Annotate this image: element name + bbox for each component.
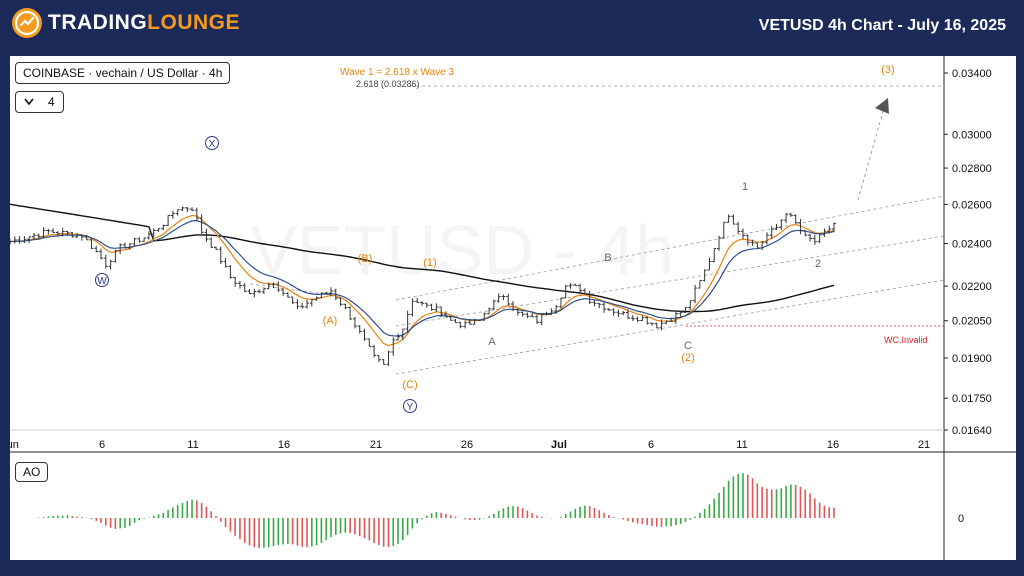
logo-text: TRADINGLOUNGE — [48, 11, 240, 35]
symbol-label[interactable]: COINBASE · vechain / US Dollar · 4h — [15, 62, 231, 84]
logo-icon — [12, 8, 42, 38]
wave-label: B — [604, 252, 611, 264]
interval-value: 4 — [48, 95, 55, 109]
time-tick-label: Jul — [551, 439, 567, 451]
chart-watermark: VETUSD - 4h — [250, 211, 674, 289]
price-tick-label: 0.02200 — [952, 281, 992, 293]
fib-level-label: 2.618 (0.03286) — [356, 79, 420, 89]
ao-indicator-label[interactable]: AO — [15, 462, 49, 482]
brand-logo: TRADINGLOUNGE — [12, 8, 240, 38]
wave-label: 1 — [742, 181, 748, 193]
upper-channel-line — [395, 195, 945, 301]
chart-title: VETUSD 4h Chart - July 16, 2025 — [758, 17, 1006, 34]
wave-label: (C) — [402, 379, 417, 391]
time-tick-label: 21 — [370, 439, 382, 451]
time-tick-label: 11 — [736, 439, 747, 451]
fib-ratio-label: Wave 1 = 2.618 x Wave 3 — [340, 67, 454, 78]
price-tick-label: 0.02400 — [952, 239, 992, 251]
wave-label: Y — [407, 402, 414, 413]
price-tick-label: 0.02800 — [952, 163, 992, 175]
time-tick-label: 11 — [187, 439, 198, 451]
wave-label: (3) — [881, 64, 894, 76]
time-tick-label: 16 — [278, 439, 290, 451]
header-bar: TRADINGLOUNGE VETUSD 4h Chart - July 16,… — [0, 0, 1024, 52]
wave-label: (1) — [423, 257, 436, 269]
time-tick-label: 26 — [461, 439, 473, 451]
wave-label: (B) — [358, 253, 373, 265]
ao-zero-label: 0 — [958, 513, 964, 525]
time-tick-label: 6 — [99, 439, 105, 451]
mid-channel-line — [395, 235, 945, 327]
price-tick-label: 0.01900 — [952, 353, 992, 365]
price-tick-label: 0.03400 — [952, 68, 992, 80]
wave-label: (2) — [681, 352, 694, 364]
invalidation-label: WC.Invalid — [884, 335, 928, 345]
price-tick-label: 0.02600 — [952, 199, 992, 211]
wave-label-circle — [403, 399, 417, 413]
price-tick-label: 0.01750 — [952, 393, 992, 405]
price-chart-svg[interactable]: VETUSD - 4h 0.03400 0.03000 0.02800 0.02600 0… — [10, 56, 1016, 560]
projection-arrow-head — [875, 98, 889, 114]
time-tick-label: Jun — [10, 439, 19, 451]
ma-long-line — [10, 203, 835, 313]
wave-label-circle — [205, 136, 219, 150]
wave-label: X — [209, 139, 216, 150]
projection-arrow-line — [857, 107, 885, 201]
ema-fast-line — [10, 219, 835, 337]
wave-label: W — [97, 276, 107, 287]
chevron-down-icon[interactable] — [24, 95, 34, 109]
price-tick-label: 0.03000 — [952, 129, 992, 141]
price-tick-label: 0.01640 — [952, 425, 992, 437]
chart-panel[interactable]: VETUSD - 4h 0.03400 0.03000 0.02800 0.02600 0… — [10, 56, 1016, 560]
logo-text-lounge: LOUNGE — [147, 11, 241, 34]
wave-label-circle — [95, 273, 109, 287]
wave-label: A — [488, 336, 496, 348]
time-tick-label: 6 — [648, 439, 654, 451]
wave-label: 2 — [815, 258, 821, 270]
interval-selector[interactable]: 4 — [15, 91, 64, 113]
time-tick-label: 16 — [827, 439, 839, 451]
price-tick-label: 0.02050 — [952, 316, 992, 328]
wave-label: (A) — [323, 315, 338, 327]
lower-channel-line — [395, 279, 945, 375]
logo-text-trading: TRADING — [48, 11, 148, 34]
wave-label: C — [684, 340, 692, 352]
time-tick-label: 21 — [918, 439, 930, 451]
ema-slow-line — [10, 214, 835, 347]
